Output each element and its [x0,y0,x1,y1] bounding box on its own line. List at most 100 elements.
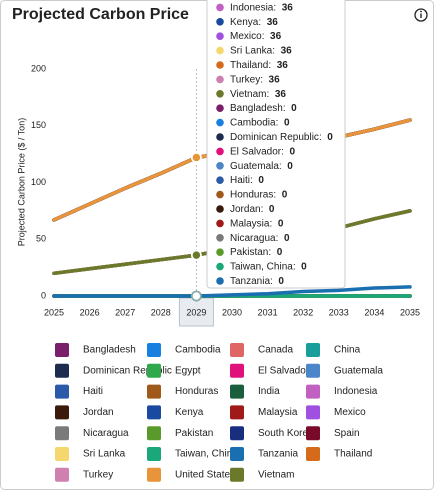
legend-label: United States [175,469,235,480]
x-tick-label: 2026 [80,307,100,317]
legend-label: Thailand [334,449,372,460]
tooltip-entry: Indonesia: 36 [230,2,293,13]
tooltip-value: 0 [282,189,288,200]
legend-item[interactable]: Haiti [55,384,103,399]
legend-item[interactable]: Taiwan, China [147,447,238,461]
y-tick-label: 200 [31,63,46,73]
x-tick-label: 2033 [329,307,349,317]
legend-item[interactable]: Bangladesh [55,343,136,357]
tooltip-entry: Bangladesh: 0 [230,103,297,114]
tooltip-name: Nicaragua [230,232,276,243]
legend-item[interactable]: Spain [306,426,360,441]
tooltip-sep: : [270,276,278,287]
tooltip-sep: : [276,117,284,128]
tooltip-value: 36 [282,2,294,13]
legend-label: Turkey [83,469,113,480]
x-tick-label: 2028 [151,307,171,317]
tooltip-name: Vietnam [230,88,267,99]
legend-item[interactable]: India [230,384,280,399]
legend-item[interactable]: South Korea [230,426,314,441]
tooltip-name: Bangladesh [230,103,283,114]
tooltip-sep: : [267,88,275,99]
x-tick-label: 2027 [115,307,135,317]
tooltip-value: 0 [284,232,290,243]
tooltip-sep: : [319,132,327,143]
tooltip-swatch [216,104,224,112]
legend-item[interactable]: Thailand [306,447,372,461]
tooltip-name: Malaysia [230,218,270,229]
chart-title: Projected Carbon Price [12,6,189,23]
tooltip-value: 0 [289,146,295,157]
legend-swatch [230,447,244,461]
legend-label: Tanzania [258,449,298,460]
y-tick-label: 100 [31,177,46,187]
legend-item[interactable]: Cambodia [147,343,221,357]
legend-item[interactable]: El Salvador [230,363,310,378]
tooltip-name: Indonesia [230,2,274,13]
y-tick-label: 50 [36,234,46,244]
legend-item[interactable]: Tanzania [230,447,298,461]
legend-swatch [306,363,320,378]
tooltip-value: 0 [269,204,275,215]
tooltip-swatch [216,190,224,199]
tooltip-entry: Turkey: 36 [230,74,280,85]
legend-item[interactable]: Indonesia [306,384,378,399]
tooltip-swatch [216,219,224,228]
tooltip-swatch [216,61,224,69]
legend-swatch [55,426,69,441]
legend-item[interactable]: Guatemala [306,363,383,378]
tooltip-sep: : [293,261,301,272]
legend-swatch [55,384,69,399]
tooltip-value: 0 [278,218,284,229]
legend-item[interactable]: Vietnam [230,467,295,482]
legend-item[interactable]: Nicaragua [55,426,129,441]
legend-item[interactable]: Pakistan [147,426,213,441]
legend-item[interactable]: Honduras [147,384,218,399]
legend-item[interactable]: Canada [230,343,293,357]
tooltip-entry: Vietnam: 36 [230,88,286,99]
legend-swatch [306,384,320,399]
legend-item[interactable]: Turkey [55,467,113,482]
legend-label: Indonesia [334,386,378,397]
legend-item[interactable]: Mexico [306,405,366,420]
info-icon[interactable] [414,8,428,22]
tooltip-sep: : [273,2,281,13]
x-tick-label: 2025 [44,307,64,317]
tooltip-swatch [216,205,224,213]
tooltip-name: Mexico [230,31,262,42]
legend-label: Honduras [175,386,218,397]
legend-swatch [306,447,320,461]
legend-swatch [230,343,244,357]
tooltip-entry: Dominican Republic: 0 [230,132,333,143]
tooltip-sep: : [260,74,268,85]
tooltip-swatch [216,147,224,156]
tooltip-value: 36 [281,45,293,56]
tooltip-entry: Pakistan: 0 [230,247,283,258]
legend-item[interactable]: Jordan [55,405,114,420]
legend-swatch [55,467,69,482]
tooltip-swatch [216,262,224,271]
legend-swatch [147,405,161,420]
legend-item[interactable]: United States [147,467,235,482]
legend-label: Cambodia [175,345,221,356]
tooltip-entry: Mexico: 36 [230,31,282,42]
legend-item[interactable]: Sri Lanka [55,447,126,461]
tooltip-sep: : [250,175,258,186]
tooltip-name: Taiwan, China [230,261,293,272]
tooltip-swatch [216,32,224,40]
tooltip-sep: : [268,60,276,71]
legend-swatch [55,447,69,461]
tooltip-value: 0 [287,160,293,171]
legend-label: Spain [334,428,360,439]
legend-item[interactable]: Egypt [147,363,201,378]
legend-swatch [55,363,69,378]
tooltip-swatch [216,46,224,55]
legend-item[interactable]: Malaysia [230,405,298,420]
x-tick-label: 2030 [222,307,242,317]
legend-item[interactable]: Dominican Republic [55,363,172,378]
tooltip-entry: Kenya: 36 [230,16,278,27]
y-tick-label: 0 [41,290,46,300]
legend-item[interactable]: China [306,343,361,357]
legend-item[interactable]: Kenya [147,405,204,420]
